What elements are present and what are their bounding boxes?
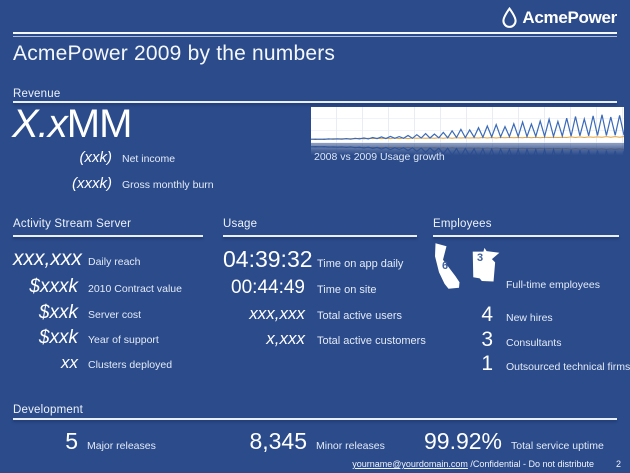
stat-row: xx Clusters deployed — [13, 353, 172, 373]
usage-chart-svg — [311, 114, 624, 141]
logo-brand-text: AcmePower — [522, 7, 617, 27]
stat-row: xxx,xxx Daily reach — [13, 247, 141, 271]
stat-row: $xxk Year of support — [13, 327, 159, 349]
chart-caption: 2008 vs 2009 Usage growth — [314, 151, 445, 163]
stat-label: Major releases — [87, 440, 156, 452]
stat-label: 2010 Contract value — [88, 283, 182, 295]
revenue-big-value: X.xMM — [12, 102, 133, 147]
revenue-heading: Revenue — [13, 88, 61, 100]
stat-row: $xxxk 2010 Contract value — [13, 276, 182, 298]
stat-value: 5 — [65, 428, 78, 454]
stat-label: Total active customers — [317, 335, 426, 347]
stat-value: (xxxk) — [72, 175, 112, 192]
stat-row: xxx,xxx Total active users — [223, 304, 402, 324]
stat-label: Clusters deployed — [88, 359, 173, 371]
employees-heading: Employees — [433, 218, 492, 230]
footer-confidential-text: /Confidential - Do not distribute — [467, 459, 594, 469]
stat-label: Minor releases — [316, 440, 385, 452]
stat-label: Net income — [122, 153, 176, 165]
stat-value: (xxk) — [79, 149, 113, 166]
stat-value: xxx,xxx — [13, 247, 82, 270]
logo: AcmePower — [502, 7, 617, 28]
droplet-icon — [502, 7, 518, 28]
stat-row: $xxk Server cost — [13, 302, 141, 324]
page-title: AcmePower 2009 by the numbers — [13, 42, 336, 65]
chart-panel — [311, 107, 624, 143]
stat-label: Time on app daily — [317, 258, 404, 270]
development-heading: Development — [13, 404, 83, 416]
stat-label: Outsourced technical firms — [506, 361, 630, 373]
states-label: Full-time employees — [506, 279, 600, 291]
header-rule-thin — [13, 36, 617, 37]
page-number: 2 — [615, 459, 621, 469]
revenue-underline — [13, 101, 617, 103]
stat-label: Time on site — [317, 284, 377, 296]
chart-reflection-fade — [311, 143, 624, 156]
minnesota-count: 3 — [477, 252, 484, 264]
stat-row: (xxk) Net income — [13, 149, 176, 166]
revenue-big-value-italic: X.x — [12, 102, 68, 146]
stat-value: xx — [61, 353, 78, 372]
stat-label: Server cost — [88, 309, 142, 321]
footer: yourname@yourdomain.com /Confidential - … — [352, 459, 594, 469]
stat-value: 00:44:49 — [231, 277, 305, 298]
activity-heading: Activity Stream Server — [13, 218, 132, 230]
dev-stat: 5 Major releases — [13, 428, 156, 455]
stat-value: $xxk — [38, 327, 78, 348]
stat-row: 1 Outsourced technical firms — [433, 352, 630, 376]
stat-value: 8,345 — [249, 428, 307, 454]
usage-heading: Usage — [223, 218, 258, 230]
employees-underline — [433, 235, 619, 237]
stat-label: New hires — [506, 312, 553, 324]
stat-row: 4 New hires — [433, 303, 553, 327]
stat-value: $xxxk — [29, 276, 78, 297]
dev-stat: 8,345 Minor releases — [177, 428, 385, 455]
stat-value: $xxk — [38, 302, 78, 323]
stat-value: 1 — [481, 352, 493, 375]
california-count: 6 — [442, 260, 449, 272]
chart-reflection — [311, 143, 624, 156]
dev-stat: 99.92% Total service uptime — [372, 428, 604, 455]
development-underline — [13, 418, 617, 420]
footer-email-link[interactable]: yourname@yourdomain.com — [352, 459, 468, 469]
stat-row: 04:39:32 Time on app daily — [223, 246, 403, 273]
stat-row: 00:44:49 Time on site — [223, 277, 377, 299]
stat-value: xxx,xxx — [249, 304, 305, 323]
stat-value: 99.92% — [423, 428, 502, 454]
stat-row: 3 Consultants — [433, 328, 561, 352]
activity-underline — [13, 235, 203, 237]
stat-label: Year of support — [88, 334, 159, 346]
stat-value: 3 — [481, 328, 493, 351]
stat-label: Total active users — [317, 310, 402, 322]
stat-row: (xxxk) Gross monthly burn — [13, 175, 214, 192]
stat-label: Daily reach — [88, 256, 141, 268]
minnesota-shape — [472, 247, 500, 282]
header-rule-thick — [13, 32, 617, 34]
stat-label: Consultants — [506, 337, 562, 349]
stat-row: x,xxx Total active customers — [223, 329, 426, 349]
stat-value: x,xxx — [266, 329, 305, 348]
stat-value: 04:39:32 — [223, 246, 313, 272]
stat-label: Total service uptime — [511, 440, 604, 452]
stat-value: 4 — [481, 303, 493, 326]
stat-label: Gross monthly burn — [122, 179, 214, 191]
revenue-big-value-suffix: MM — [66, 102, 133, 146]
california-shape — [435, 243, 460, 289]
usage-growth-chart — [311, 107, 624, 157]
usage-underline — [223, 235, 417, 237]
